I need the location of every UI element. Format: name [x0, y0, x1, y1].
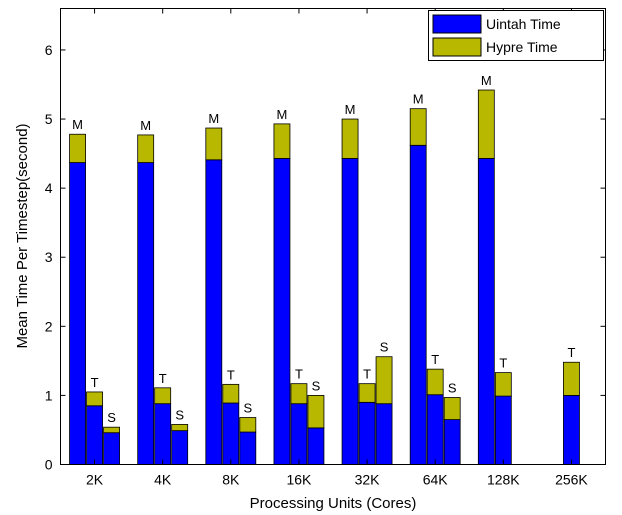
- legend-label-uintah: Uintah Time: [486, 16, 561, 32]
- y-tick-label-5: 5: [45, 111, 53, 127]
- y-tick-label-0: 0: [45, 457, 53, 473]
- x-tick-label-128k: 128K: [487, 472, 520, 488]
- bar-hypre-4k-t: [154, 387, 172, 405]
- bar-uintah-4k-s: [171, 430, 189, 465]
- bar-hypre-128k-m: [477, 89, 495, 159]
- bar-hypre-8k-t: [222, 383, 240, 404]
- x-tick-label-32k: 32K: [355, 472, 381, 488]
- bar-uintah-8k-s: [239, 431, 257, 465]
- bar-hypre-4k-s: [171, 424, 189, 432]
- bar-hypre-32k-s: [375, 356, 393, 405]
- bar-uintah-2k-s: [103, 432, 120, 465]
- bar-hypre-16k-s: [307, 395, 325, 429]
- bar-label-16k-s: S: [312, 378, 321, 393]
- bar-hypre-2k-s: [103, 426, 120, 434]
- bar-label-256k-t: T: [567, 345, 575, 360]
- bar-label-8k-m: M: [208, 111, 219, 126]
- bar-hypre-128k-t: [494, 372, 512, 397]
- x-tick-label-2k: 2K: [86, 472, 104, 488]
- bar-hypre-16k-m: [273, 123, 291, 159]
- bar-uintah-16k-s: [307, 427, 325, 465]
- legend-swatch-hypre: [432, 37, 482, 57]
- y-tick-label-1: 1: [45, 387, 53, 403]
- y-tick-label-3: 3: [45, 249, 53, 265]
- bar-hypre-32k-m: [341, 118, 359, 159]
- bar-label-32k-m: M: [345, 102, 356, 117]
- bar-hypre-4k-m: [137, 134, 155, 163]
- y-axis-title: Mean Time Per Timestep(second): [14, 123, 31, 348]
- bar-uintah-64k-m: [409, 144, 427, 465]
- bar-hypre-64k-t: [426, 368, 444, 396]
- bar-uintah-32k-s: [375, 403, 393, 465]
- bar-label-2k-s: S: [107, 410, 116, 425]
- x-axis-title: Processing Units (Cores): [250, 495, 417, 512]
- x-tick-label-4k: 4K: [154, 472, 172, 488]
- legend-label-hypre: Hypre Time: [486, 39, 558, 55]
- y-tick-label-6: 6: [45, 42, 53, 58]
- axes-layer: 2K 4K 8K 16K 32K 64K 128K 256K 0 1 2 3 4 5 6: [45, 8, 606, 488]
- bar-label-64k-t: T: [431, 352, 439, 367]
- bar-label-4k-t: T: [159, 371, 167, 386]
- bar-hypre-32k-t: [358, 383, 376, 403]
- legend: Uintah Time Hypre Time: [428, 10, 604, 61]
- bar-label-64k-m: M: [413, 92, 424, 107]
- bar-label-4k-s: S: [175, 407, 184, 422]
- bar-label-4k-m: M: [140, 118, 151, 133]
- bar-hypre-64k-m: [409, 108, 427, 146]
- legend-swatch-uintah: [432, 14, 482, 34]
- bar-uintah-4k-m: [137, 162, 155, 465]
- bar-label-2k-t: T: [91, 375, 99, 390]
- x-tick-label-16k: 16K: [286, 472, 312, 488]
- x-tick-label-64k: 64K: [423, 472, 449, 488]
- bar-label-16k-t: T: [295, 367, 303, 382]
- bar-hypre-2k-m: [69, 133, 86, 163]
- bar-uintah-4k-t: [154, 403, 172, 465]
- plot-area-border: [60, 8, 606, 465]
- bar-hypre-8k-m: [205, 127, 223, 161]
- bar-label-128k-m: M: [481, 73, 492, 88]
- bar-uintah-8k-m: [205, 159, 223, 465]
- bar-label-32k-t: T: [363, 367, 371, 382]
- y-tick-label-4: 4: [45, 180, 53, 196]
- bar-uintah-128k-t: [494, 395, 512, 465]
- bar-label-128k-t: T: [499, 356, 507, 371]
- bar-uintah-256k-t: [563, 395, 580, 465]
- y-tick-label-2: 2: [45, 318, 53, 334]
- bar-label-2k-m: M: [72, 117, 83, 132]
- bar-uintah-2k-t: [86, 405, 103, 465]
- bar-uintah-64k-t: [426, 394, 444, 465]
- bar-uintah-64k-s: [443, 419, 461, 465]
- bar-uintah-16k-t: [290, 403, 308, 465]
- bar-uintah-32k-m: [341, 158, 359, 465]
- bar-uintah-2k-m: [69, 162, 86, 465]
- bar-label-32k-s: S: [380, 340, 389, 355]
- bar-uintah-8k-t: [222, 402, 240, 465]
- bar-hypre-16k-t: [290, 383, 308, 405]
- x-tick-label-8k: 8K: [222, 472, 240, 488]
- bar-hypre-2k-t: [86, 391, 103, 407]
- bar-label-64k-s: S: [448, 380, 457, 395]
- bar-uintah-128k-m: [477, 158, 495, 465]
- bar-hypre-256k-t: [563, 361, 580, 396]
- x-tick-label-256k: 256K: [555, 472, 588, 488]
- bar-uintah-32k-t: [358, 401, 376, 465]
- bar-label-8k-t: T: [227, 367, 235, 382]
- bar-label-16k-m: M: [277, 107, 288, 122]
- bar-label-8k-s: S: [243, 401, 252, 416]
- bar-hypre-64k-s: [443, 397, 461, 420]
- bar-uintah-16k-m: [273, 158, 291, 465]
- bar-hypre-8k-s: [239, 417, 257, 433]
